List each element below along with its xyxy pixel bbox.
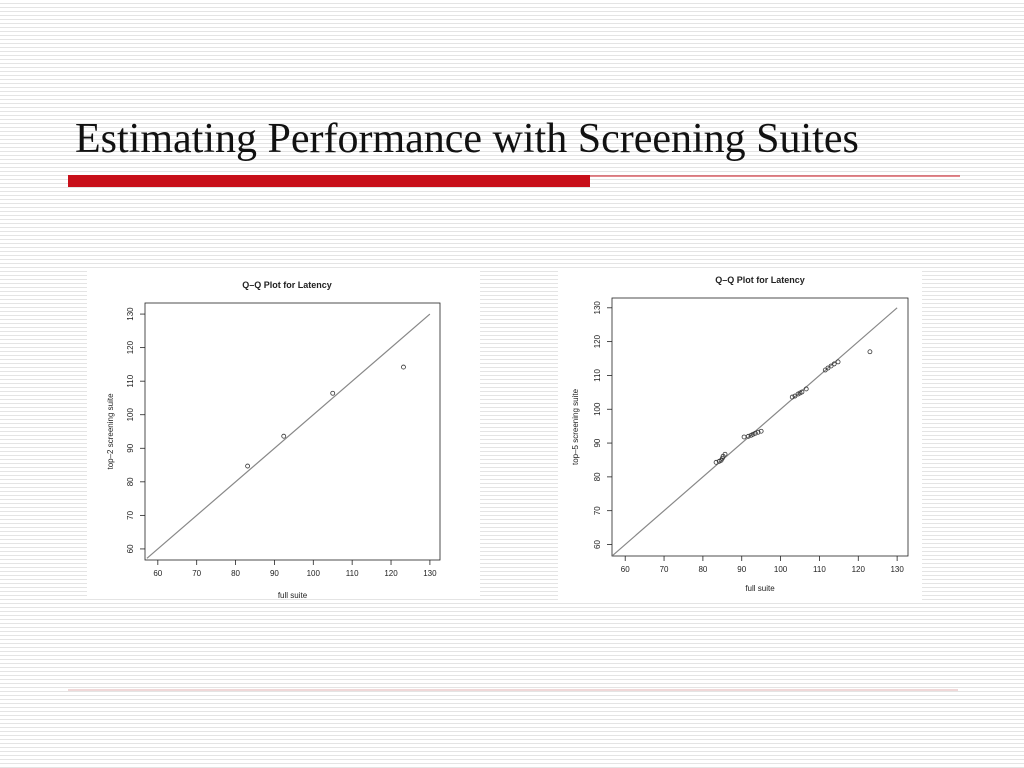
- x-tick-label: 120: [852, 565, 866, 574]
- x-tick-label: 90: [737, 565, 746, 574]
- plot-frame: [611, 297, 909, 557]
- x-tick-label: 60: [621, 565, 630, 574]
- x-tick-label: 130: [890, 565, 904, 574]
- y-axis-label: top–5 screening suite: [571, 388, 580, 465]
- point: [713, 459, 719, 465]
- y-tick-label: 100: [593, 402, 602, 416]
- point: [401, 364, 406, 370]
- point: [789, 394, 795, 400]
- point: [330, 390, 336, 396]
- title-bar: [68, 175, 590, 187]
- point: [803, 386, 809, 392]
- x-axis-label: full suite: [745, 584, 775, 593]
- reference-line: [611, 307, 898, 557]
- y-tick-label: 90: [593, 438, 602, 447]
- point: [758, 428, 764, 434]
- y-axis-label: top–2 screening suite: [106, 393, 115, 470]
- x-tick-label: 80: [231, 569, 240, 578]
- chart-title: Q–Q Plot for Latency: [242, 280, 332, 290]
- x-tick-label: 80: [698, 565, 707, 574]
- x-tick-label: 70: [660, 565, 669, 574]
- y-tick-label: 70: [593, 506, 602, 515]
- point: [745, 433, 751, 439]
- y-tick-label: 120: [126, 340, 135, 354]
- y-tick-label: 110: [126, 374, 135, 387]
- y-tick-label: 80: [593, 472, 602, 481]
- y-tick-label: 60: [126, 544, 135, 553]
- x-tick-label: 110: [813, 565, 826, 574]
- point: [799, 389, 805, 395]
- y-tick-label: 90: [126, 443, 135, 452]
- point: [722, 451, 728, 457]
- reference-line: [146, 313, 431, 559]
- point: [750, 431, 756, 437]
- y-tick-label: 130: [593, 301, 602, 315]
- point: [755, 429, 761, 435]
- x-tick-label: 60: [153, 569, 162, 578]
- x-tick-label: 100: [774, 565, 788, 574]
- slide-title: Estimating Performance with Screening Su…: [75, 116, 859, 162]
- x-tick-label: 130: [423, 569, 437, 578]
- chart-panel: [558, 268, 922, 600]
- y-tick-label: 60: [593, 540, 602, 549]
- point: [831, 361, 837, 367]
- x-axis-label: full suite: [278, 591, 308, 600]
- plot-frame: [144, 302, 441, 561]
- x-tick-label: 70: [192, 569, 201, 578]
- x-tick-label: 110: [346, 569, 359, 578]
- x-tick-label: 100: [307, 569, 321, 578]
- y-tick-label: 110: [593, 369, 602, 382]
- point: [281, 433, 287, 439]
- x-tick-label: 120: [384, 569, 398, 578]
- y-tick-label: 100: [126, 408, 135, 422]
- y-tick-label: 130: [126, 307, 135, 321]
- point: [867, 349, 873, 355]
- y-tick-label: 70: [126, 510, 135, 519]
- point: [752, 430, 758, 436]
- point: [835, 359, 841, 365]
- y-tick-label: 80: [126, 477, 135, 486]
- y-tick-label: 120: [593, 334, 602, 348]
- chart-title: Q–Q Plot for Latency: [715, 275, 805, 285]
- x-tick-label: 90: [270, 569, 279, 578]
- point: [245, 463, 251, 469]
